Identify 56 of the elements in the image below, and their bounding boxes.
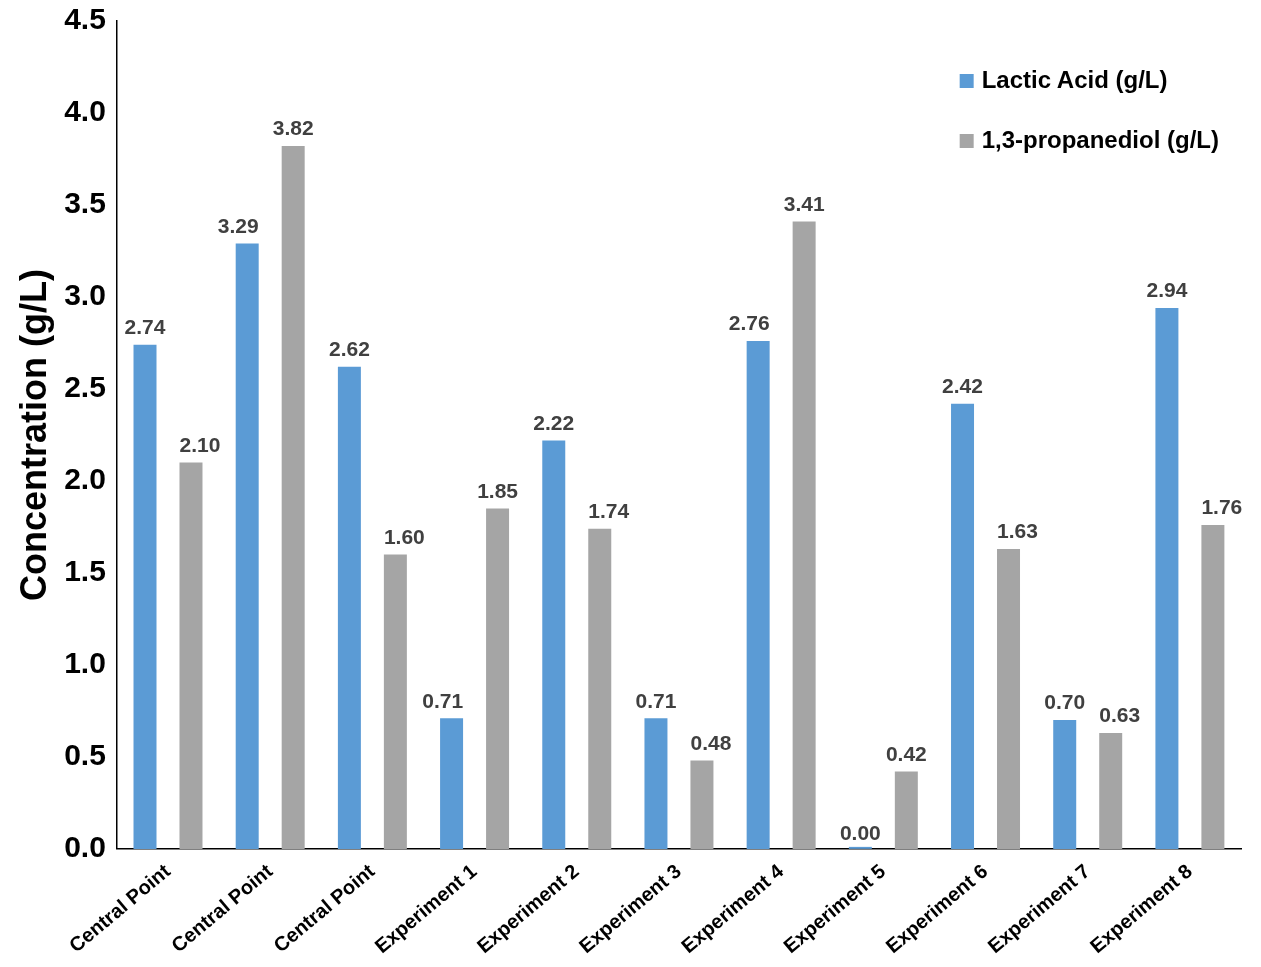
y-tick-label: 2.5 [64, 370, 106, 404]
bar [690, 760, 714, 849]
y-tick-label: 4.5 [64, 2, 106, 36]
bar [1053, 720, 1077, 849]
data-label: 0.42 [885, 741, 927, 765]
y-tick-label: 0.5 [64, 738, 106, 772]
y-tick-label: 4.0 [64, 94, 106, 128]
y-tick-label: 3.0 [64, 278, 106, 312]
data-label: 1.63 [997, 519, 1038, 543]
bar [1155, 308, 1179, 849]
bar [486, 508, 510, 849]
data-label: 0.00 [839, 821, 881, 845]
bar [235, 243, 259, 849]
data-label: 0.63 [1099, 703, 1141, 727]
y-tick-label: 0.0 [64, 830, 106, 864]
bar [179, 462, 203, 849]
bar [1099, 732, 1123, 849]
bar [281, 146, 305, 849]
y-tick-label: 2.0 [64, 462, 106, 496]
data-label: 2.22 [533, 410, 575, 434]
data-label: 3.29 [217, 213, 259, 237]
bar [588, 528, 612, 849]
bar [440, 718, 464, 849]
data-label: 1.60 [383, 524, 425, 548]
bar [746, 341, 770, 849]
bar [951, 403, 975, 849]
y-tick-label: 1.5 [64, 554, 106, 588]
y-tick-label: 3.5 [64, 186, 106, 220]
bar [542, 440, 566, 849]
legend-label: 1,3-propanediol (g/L) [981, 125, 1219, 153]
data-label: 2.10 [179, 432, 221, 456]
data-label: 2.76 [728, 311, 770, 335]
bar [644, 718, 668, 849]
data-label: 3.41 [783, 191, 825, 215]
bar [792, 221, 816, 849]
data-label: 0.71 [635, 688, 677, 712]
bar [133, 344, 157, 849]
y-tick-label: 1.0 [64, 646, 106, 680]
y-axis-title: Concentration (g/L) [12, 268, 54, 601]
legend-label: Lactic Acid (g/L) [981, 65, 1168, 93]
bar [1201, 525, 1225, 849]
data-label: 1.76 [1201, 495, 1243, 519]
data-label: 1.74 [588, 499, 630, 523]
data-label: 2.62 [328, 337, 370, 361]
data-label: 2.42 [942, 373, 983, 397]
data-label: 2.94 [1146, 278, 1188, 302]
bar [383, 554, 407, 849]
bar [337, 366, 361, 849]
data-label: 0.71 [422, 688, 464, 712]
data-label: 3.82 [272, 116, 314, 140]
data-label: 2.74 [124, 315, 166, 339]
bar [997, 549, 1021, 849]
data-label: 0.48 [690, 730, 732, 754]
data-label: 0.70 [1044, 690, 1086, 714]
data-label: 1.85 [477, 478, 519, 502]
bar [894, 771, 918, 849]
